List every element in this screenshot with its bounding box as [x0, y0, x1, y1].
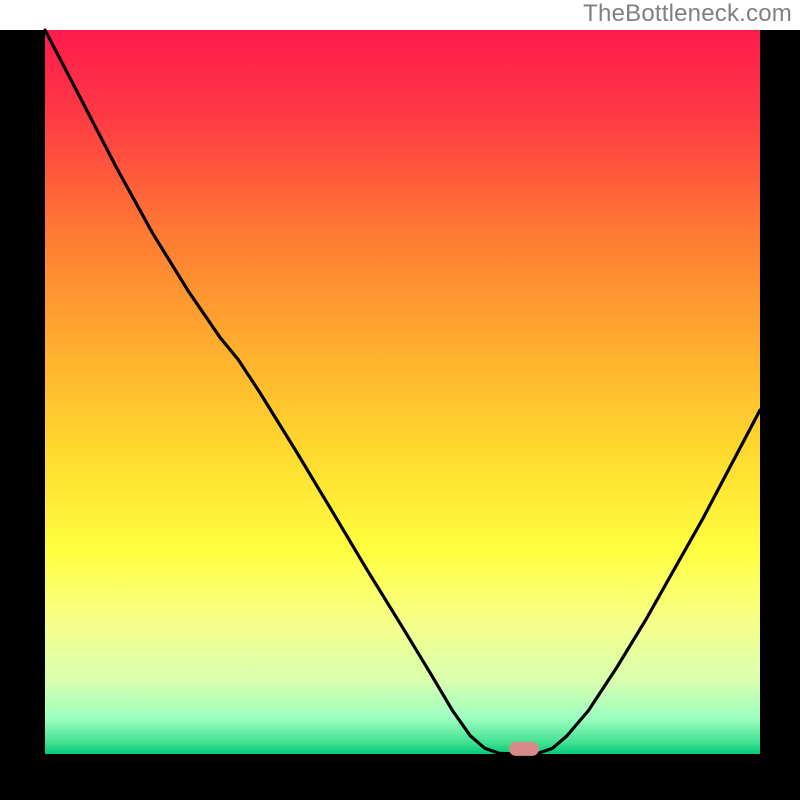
chart-svg	[0, 0, 800, 800]
optimum-marker	[509, 742, 539, 756]
watermark-text: TheBottleneck.com	[583, 0, 792, 28]
bottleneck-chart: TheBottleneck.com	[0, 0, 800, 800]
gradient-background	[45, 30, 760, 754]
